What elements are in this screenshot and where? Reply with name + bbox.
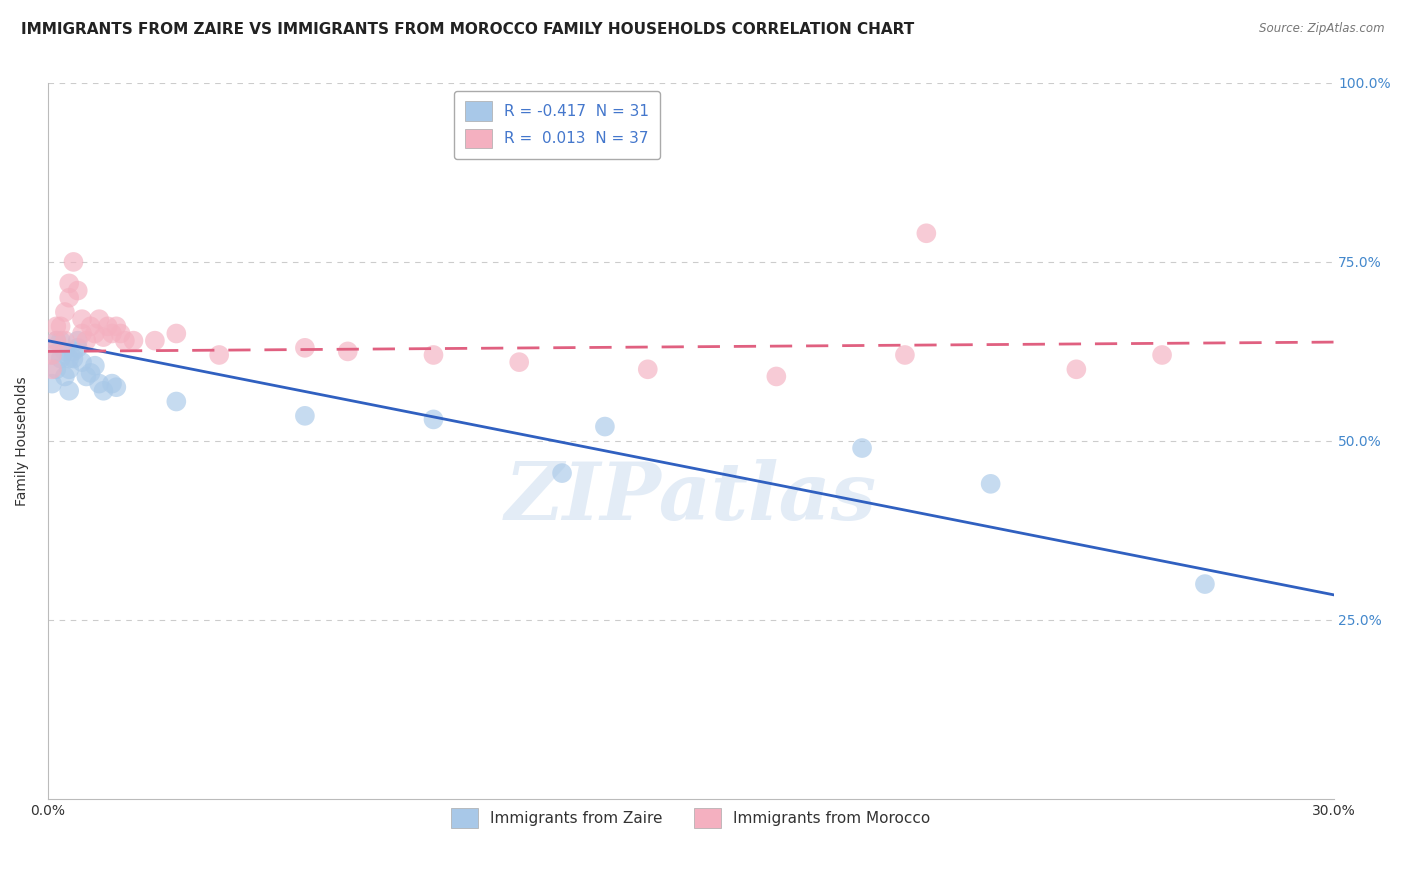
Point (851, 441, 873, 455)
Point (62, 351, 84, 366)
Point (75, 369, 97, 384)
Point (83, 326, 105, 341)
Point (294, 409, 316, 423)
Point (58, 291, 80, 305)
Point (105, 319, 128, 334)
Point (89, 376, 111, 391)
Point (41, 362, 63, 376)
Point (58, 362, 80, 376)
Point (66, 284, 89, 298)
Point (122, 334, 145, 348)
Point (62, 344, 84, 359)
Point (49, 319, 72, 334)
Point (637, 362, 659, 376)
Point (89, 312, 111, 326)
Point (45, 334, 67, 348)
Point (83, 359, 105, 373)
Point (70, 312, 93, 326)
Point (53, 369, 76, 384)
Point (79, 319, 101, 334)
Point (45, 319, 67, 334)
Text: ZIPatlas: ZIPatlas (505, 459, 877, 537)
Point (1066, 362, 1088, 376)
Point (980, 476, 1002, 491)
Point (110, 326, 132, 341)
Point (336, 344, 359, 359)
Point (41, 376, 63, 391)
Point (101, 326, 124, 341)
Point (165, 394, 187, 409)
Point (49, 334, 72, 348)
Point (97, 319, 120, 334)
Point (1194, 577, 1216, 591)
Point (45, 334, 67, 348)
Point (58, 277, 80, 291)
Point (165, 326, 187, 341)
Point (49, 351, 72, 366)
Point (915, 227, 938, 241)
Text: Source: ZipAtlas.com: Source: ZipAtlas.com (1260, 22, 1385, 36)
Point (114, 334, 136, 348)
Point (101, 376, 124, 391)
Point (70, 355, 93, 369)
Legend: Immigrants from Zaire, Immigrants from Morocco: Immigrants from Zaire, Immigrants from M… (444, 802, 936, 834)
Point (79, 366, 101, 380)
Point (53, 344, 76, 359)
Point (422, 348, 444, 362)
Text: IMMIGRANTS FROM ZAIRE VS IMMIGRANTS FROM MOROCCO FAMILY HOUSEHOLDS CORRELATION C: IMMIGRANTS FROM ZAIRE VS IMMIGRANTS FROM… (21, 22, 914, 37)
Point (294, 341, 316, 355)
Point (93, 330, 115, 344)
Point (58, 384, 80, 398)
Point (105, 380, 128, 394)
Point (143, 334, 166, 348)
Point (62, 255, 84, 269)
Point (41, 348, 63, 362)
Point (53, 305, 76, 319)
Point (593, 419, 616, 434)
Point (66, 334, 89, 348)
Point (70, 326, 93, 341)
Point (66, 341, 89, 355)
Point (765, 369, 787, 384)
Point (551, 466, 574, 480)
Point (508, 355, 530, 369)
Point (894, 348, 917, 362)
Point (45, 362, 67, 376)
Point (58, 351, 80, 366)
Point (208, 348, 231, 362)
Point (41, 348, 63, 362)
Point (93, 384, 115, 398)
Point (422, 412, 444, 426)
Point (75, 334, 97, 348)
Y-axis label: Family Households: Family Households (15, 376, 30, 506)
Point (53, 334, 76, 348)
Point (1152, 348, 1174, 362)
